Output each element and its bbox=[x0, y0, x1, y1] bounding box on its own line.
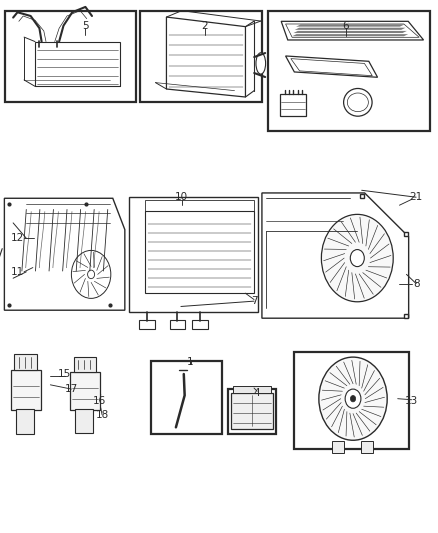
Circle shape bbox=[71, 251, 111, 298]
Circle shape bbox=[350, 249, 364, 266]
Polygon shape bbox=[4, 198, 125, 310]
Polygon shape bbox=[295, 28, 406, 30]
Bar bbox=[170, 320, 185, 329]
Bar bbox=[361, 441, 373, 453]
Text: 7: 7 bbox=[251, 296, 258, 306]
Bar bbox=[228, 389, 276, 434]
Polygon shape bbox=[262, 193, 409, 318]
Circle shape bbox=[321, 214, 393, 302]
Bar bbox=[11, 370, 41, 410]
Bar bbox=[192, 320, 208, 329]
Text: 8: 8 bbox=[413, 279, 420, 288]
Bar bbox=[145, 211, 254, 293]
Circle shape bbox=[88, 270, 95, 279]
Bar bbox=[70, 372, 100, 410]
Bar bbox=[268, 11, 430, 131]
Polygon shape bbox=[292, 34, 408, 36]
Bar bbox=[151, 361, 222, 434]
Text: 12: 12 bbox=[11, 233, 24, 243]
Text: 5: 5 bbox=[82, 21, 89, 30]
Text: 21: 21 bbox=[410, 192, 423, 202]
Bar bbox=[139, 320, 155, 329]
Bar bbox=[231, 393, 273, 429]
Text: 11: 11 bbox=[11, 267, 24, 277]
Text: 18: 18 bbox=[95, 410, 109, 419]
Bar bbox=[74, 357, 96, 372]
Bar bbox=[75, 409, 93, 433]
Bar bbox=[140, 11, 262, 102]
Text: 17: 17 bbox=[65, 384, 78, 394]
Text: 15: 15 bbox=[58, 369, 71, 379]
Text: 1: 1 bbox=[187, 358, 194, 367]
Polygon shape bbox=[296, 25, 404, 27]
Ellipse shape bbox=[256, 53, 265, 74]
Polygon shape bbox=[293, 31, 407, 33]
Bar bbox=[145, 200, 254, 211]
Bar bbox=[14, 354, 37, 370]
Bar bbox=[332, 441, 344, 453]
Bar bbox=[280, 94, 306, 116]
Circle shape bbox=[345, 389, 361, 408]
Text: 16: 16 bbox=[93, 396, 106, 406]
Bar bbox=[5, 11, 136, 102]
Bar bbox=[294, 352, 409, 449]
Text: 4: 4 bbox=[254, 388, 261, 398]
Text: 10: 10 bbox=[175, 192, 188, 202]
Bar bbox=[233, 386, 271, 393]
Bar bbox=[16, 409, 34, 434]
Circle shape bbox=[319, 357, 387, 440]
Text: 6: 6 bbox=[343, 21, 350, 30]
Polygon shape bbox=[129, 197, 258, 312]
Text: 13: 13 bbox=[405, 396, 418, 406]
Circle shape bbox=[350, 395, 356, 402]
Text: 2: 2 bbox=[201, 21, 208, 30]
